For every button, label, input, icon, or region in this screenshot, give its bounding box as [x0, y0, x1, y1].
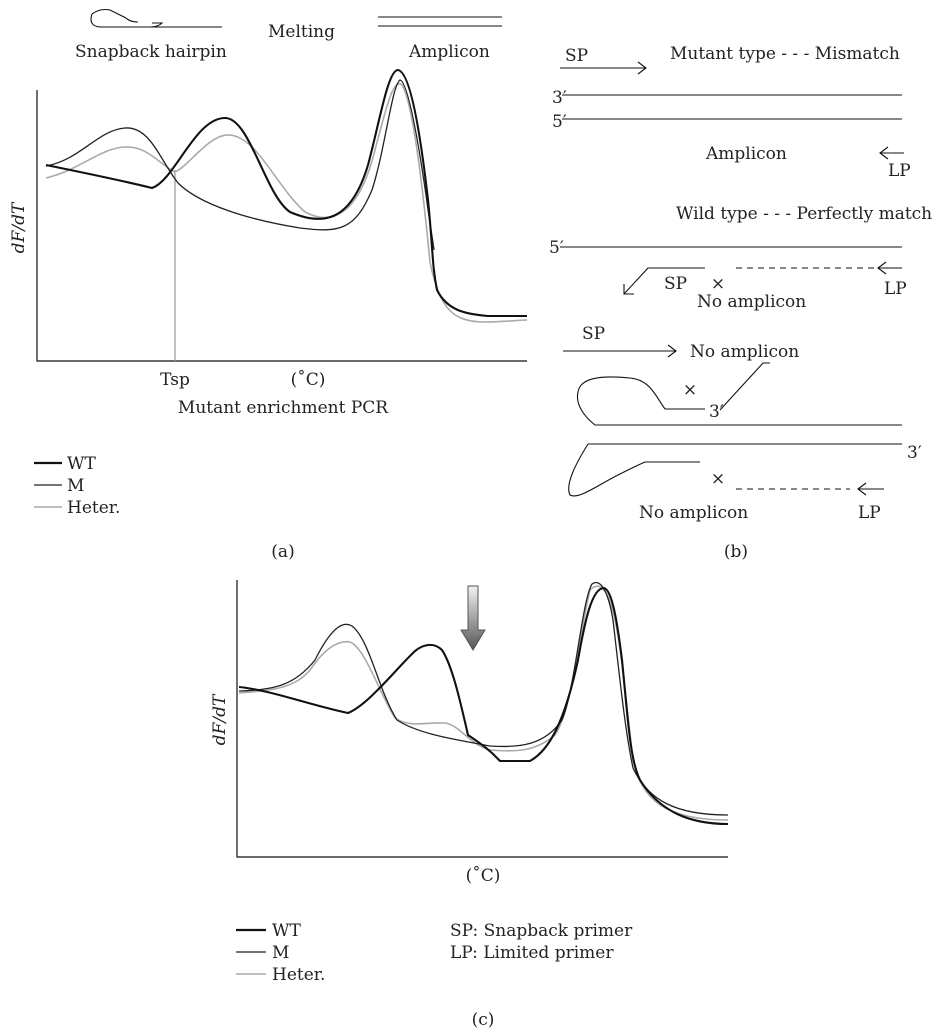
legend-c-heter-label: Heter. [272, 965, 325, 985]
panel-c-x-unit: (˚C) [466, 866, 501, 886]
panel-a-letter: (a) [271, 542, 294, 562]
sp-arrow-1 [560, 61, 647, 75]
panel-a-curve-m [45, 79, 435, 251]
snapback-hairpin-label: Snapback hairpin [75, 42, 227, 62]
lp-label-1: LP [888, 161, 911, 181]
panel-b-letter: (b) [724, 542, 748, 562]
hairpin-top [576, 376, 902, 426]
panel-c-curve-m [238, 581, 729, 816]
cross-3: × [711, 469, 725, 489]
panel-a-caption: Mutant enrichment PCR [178, 398, 389, 418]
hairpin-top-end [719, 362, 770, 411]
panel-a-axes [36, 90, 527, 362]
lp-arrow-3 [857, 482, 884, 496]
melting-label: Melting [268, 22, 335, 42]
lp-label-3: LP [858, 503, 881, 523]
legend-a-wt-label: WT [67, 454, 96, 474]
panel-b: SP Mutant type - - - Mismatch 3′ 5′ Ampl… [549, 44, 932, 562]
panel-c-y-axis-label: dF/dT [210, 693, 230, 745]
panel-c: dF/dT (˚C) WT M Heter. SP: Snapback prim… [210, 580, 729, 1030]
legend-c-wt-label: WT [272, 921, 301, 941]
cross-2: × [683, 380, 697, 400]
panel-c-letter: (c) [472, 1010, 495, 1030]
no-amplicon-3: No amplicon [639, 503, 748, 523]
cross-1: × [711, 274, 725, 294]
wild-type-text: Wild type - - - Perfectly match [676, 204, 932, 224]
sp-label-3: SP [582, 324, 605, 344]
lp-label-2: LP [884, 279, 907, 299]
panel-c-axes [236, 580, 728, 858]
strand-3-label: 3′ [552, 88, 567, 108]
panel-a-x-unit: (˚C) [291, 370, 326, 390]
no-amplicon-1: No amplicon [697, 292, 806, 312]
abbrev-sp: SP: Snapback primer [450, 921, 633, 941]
sp-arrow-2 [623, 267, 705, 295]
sp-arrow-3 [563, 344, 677, 358]
legend-a-heter-label: Heter. [67, 498, 120, 518]
hairpin-bottom [568, 443, 902, 497]
no-amplicon-2: No amplicon [690, 342, 799, 362]
strand-5-label: 5′ [552, 112, 567, 132]
panel-c-curve-wt [238, 586, 729, 826]
down-arrow [460, 585, 486, 651]
panel-a-curve-wt [45, 68, 527, 318]
lp-arrow-1 [879, 146, 904, 160]
panel-a: Snapback hairpin Melting Amplicon dF/dT … [9, 8, 528, 562]
amplicon-b-label: Amplicon [705, 144, 787, 164]
panel-a-curve-heter [45, 82, 528, 323]
sp-label-2: SP [664, 274, 687, 294]
lp-arrow-2 [877, 261, 902, 275]
abbrev-lp: LP: Limited primer [450, 943, 614, 963]
strand-5b-label: 5′ [549, 238, 564, 258]
tsp-label: Tsp [160, 370, 190, 390]
mutant-type-text: Mutant type - - - Mismatch [670, 44, 900, 64]
hairpin-schematic [90, 8, 222, 28]
legend-a-m-label: M [67, 476, 84, 496]
strand-3c-label: 3′ [709, 402, 724, 422]
panel-a-y-axis-label: dF/dT [9, 201, 29, 253]
sp-label-1: SP [565, 46, 588, 66]
amplicon-top-label: Amplicon [408, 42, 490, 62]
strand-3d-label: 3′ [907, 443, 922, 463]
legend-c-m-label: M [272, 943, 289, 963]
